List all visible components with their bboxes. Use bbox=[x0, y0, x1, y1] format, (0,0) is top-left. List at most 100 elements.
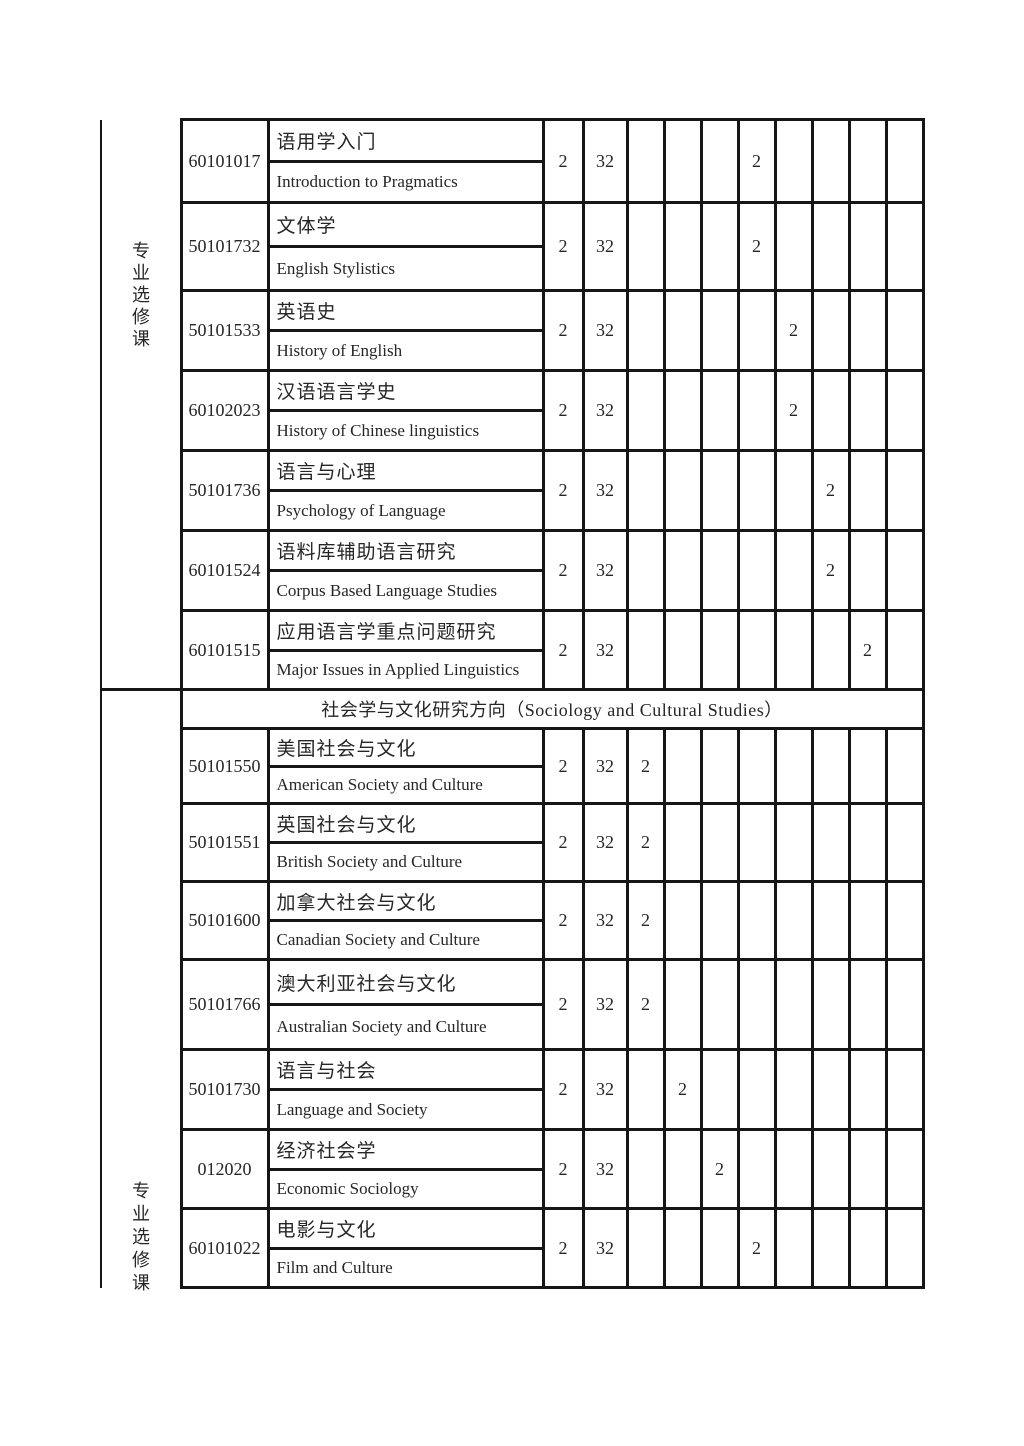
course-name-cell: 应用语言学重点问题研究 Major Issues in Applied Lingu… bbox=[266, 609, 545, 691]
semester-cell bbox=[699, 880, 740, 961]
credits-cell: 2 bbox=[541, 1128, 585, 1210]
direction-header: 社会学与文化研究方向（Sociology and Cultural Studie… bbox=[179, 688, 925, 730]
semester-cell: 2 bbox=[810, 529, 851, 612]
course-code: 60101022 bbox=[179, 1207, 270, 1289]
semester-cell: 2 bbox=[810, 449, 851, 532]
course-name-en: Corpus Based Language Studies bbox=[276, 580, 498, 600]
course-name-en: Introduction to Pragmatics bbox=[276, 171, 458, 191]
semester-cell bbox=[810, 1048, 851, 1131]
credits-cell: 2 bbox=[541, 118, 585, 204]
semester-cell bbox=[847, 118, 888, 204]
course-name-cell: 美国社会与文化 American Society and Culture bbox=[266, 727, 545, 805]
semester-cell: 2 bbox=[625, 958, 666, 1051]
course-name-wrap: 应用语言学重点问题研究 Major Issues in Applied Lingu… bbox=[271, 614, 540, 687]
category-label-electives-top: 专业选修课 bbox=[132, 241, 150, 349]
course-name-wrap: 文体学 English Stylistics bbox=[271, 206, 540, 288]
course-code: 50101732 bbox=[179, 201, 270, 292]
semester-cell bbox=[625, 1207, 666, 1289]
semester-cell bbox=[662, 201, 703, 292]
semester-cell bbox=[884, 727, 925, 805]
semester-cell bbox=[699, 727, 740, 805]
direction-header-row: 社会学与文化研究方向（Sociology and Cultural Studie… bbox=[100, 688, 925, 1288]
course-name-en: History of English bbox=[276, 340, 403, 360]
course-name-en: Language and Society bbox=[276, 1099, 428, 1119]
course-row: 60102023 汉语语言学史 History of Chinese linguis… bbox=[101, 369, 925, 452]
course-row: 60101017 语用学入门 Introduction to Pragmatics 2… bbox=[100, 118, 925, 691]
semester-cell bbox=[810, 369, 851, 452]
semester-cell bbox=[773, 449, 814, 532]
hours-cell: 32 bbox=[581, 609, 629, 691]
semester-cell: 2 bbox=[625, 802, 666, 883]
hours-cell: 32 bbox=[581, 1048, 629, 1131]
course-name-wrap: 经济社会学 Economic Sociology bbox=[271, 1133, 540, 1206]
semester-cell bbox=[773, 529, 814, 612]
semester-cell bbox=[884, 1128, 925, 1210]
semester-cell bbox=[625, 1128, 666, 1210]
course-name-en: Film and Culture bbox=[276, 1257, 393, 1277]
semester-cell bbox=[699, 449, 740, 532]
semester-cell bbox=[847, 1048, 888, 1131]
course-name-cell: 语料库辅助语言研究 Corpus Based Language Studies bbox=[266, 529, 545, 612]
course-code: 50101551 bbox=[179, 802, 270, 883]
course-code: 50101766 bbox=[179, 958, 270, 1051]
category-cell-top bbox=[100, 119, 183, 691]
course-row: 50101550 美国社会与文化 American Society and Cult… bbox=[101, 727, 925, 805]
credits-cell: 2 bbox=[541, 369, 585, 452]
course-code: 50101550 bbox=[179, 727, 270, 805]
semester-cell bbox=[662, 1128, 703, 1210]
semester-cell bbox=[810, 201, 851, 292]
semester-cell bbox=[773, 727, 814, 805]
course-code: 50101730 bbox=[179, 1048, 270, 1131]
semester-cell bbox=[773, 118, 814, 204]
semester-cell bbox=[736, 727, 777, 805]
semester-cell: 2 bbox=[662, 1048, 703, 1131]
hours-cell: 32 bbox=[581, 289, 629, 372]
course-name-wrap: 英语史 History of English bbox=[271, 294, 540, 368]
semester-cell bbox=[625, 609, 666, 691]
hours-cell: 32 bbox=[581, 369, 629, 452]
course-name-zh: 美国社会与文化 bbox=[271, 732, 540, 768]
course-name-wrap: 加拿大社会与文化 Canadian Society and Culture bbox=[271, 885, 540, 957]
course-row: 50101732 文体学 English Stylistics 2 32 2 bbox=[101, 201, 925, 292]
course-name-en: Canadian Society and Culture bbox=[276, 930, 480, 949]
semester-cell bbox=[847, 958, 888, 1051]
semester-cell bbox=[736, 529, 777, 612]
semester-cell bbox=[699, 802, 740, 883]
course-name-zh: 汉语语言学史 bbox=[271, 374, 540, 412]
course-code: 50101600 bbox=[179, 880, 270, 961]
course-name-cell: 语言与社会 Language and Society bbox=[266, 1048, 545, 1131]
semester-cell bbox=[625, 201, 666, 292]
course-name-en: Economic Sociology bbox=[276, 1178, 419, 1198]
semester-cell bbox=[662, 1207, 703, 1289]
course-code: 60101017 bbox=[179, 118, 270, 204]
course-name-wrap: 语言与心理 Psychology of Language bbox=[271, 454, 540, 528]
semester-cell bbox=[736, 880, 777, 961]
semester-cell bbox=[884, 958, 925, 1051]
semester-cell bbox=[847, 529, 888, 612]
semester-cell bbox=[699, 369, 740, 452]
credits-cell: 2 bbox=[541, 201, 585, 292]
credits-cell: 2 bbox=[541, 529, 585, 612]
course-name-zh: 语言与社会 bbox=[271, 1053, 540, 1091]
course-name-cell: 文体学 English Stylistics bbox=[266, 201, 545, 292]
semester-cell bbox=[736, 958, 777, 1051]
semester-cell bbox=[884, 289, 925, 372]
course-name-zh: 语用学入门 bbox=[271, 123, 540, 163]
course-code: 50101533 bbox=[179, 289, 270, 372]
course-name-wrap: 语用学入门 Introduction to Pragmatics bbox=[271, 123, 540, 200]
semester-cell bbox=[810, 1207, 851, 1289]
credits-cell: 2 bbox=[541, 289, 585, 372]
course-code: 60101524 bbox=[179, 529, 270, 612]
hours-cell: 32 bbox=[581, 529, 629, 612]
credits-cell: 2 bbox=[541, 1048, 585, 1131]
semester-cell bbox=[625, 289, 666, 372]
semester-cell bbox=[884, 201, 925, 292]
semester-cell bbox=[699, 958, 740, 1051]
semester-cell bbox=[847, 727, 888, 805]
semester-cell bbox=[625, 118, 666, 204]
semester-cell bbox=[847, 289, 888, 372]
course-name-zh: 语料库辅助语言研究 bbox=[271, 534, 540, 572]
course-name-en: English Stylistics bbox=[276, 258, 396, 278]
semester-cell bbox=[884, 449, 925, 532]
